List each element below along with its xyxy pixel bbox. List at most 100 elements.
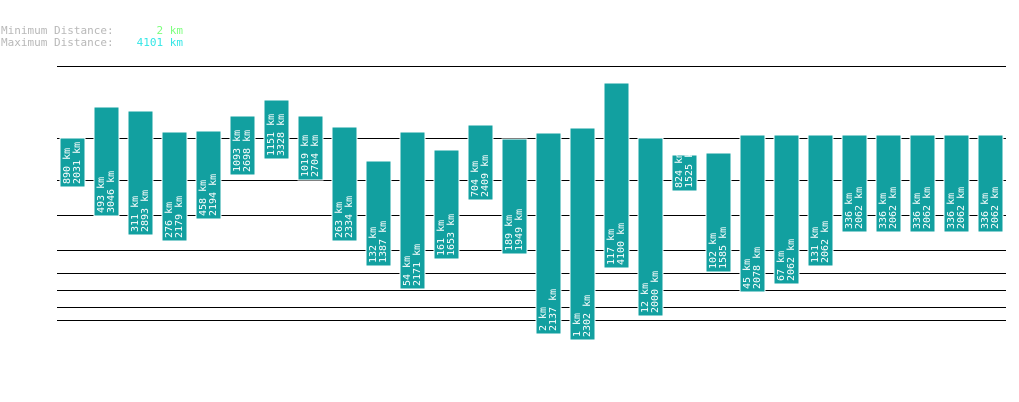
bar <box>569 127 596 341</box>
bar-label-primary: 54 km <box>402 256 413 286</box>
bar-label-primary: 704 km <box>470 161 481 197</box>
maximum-distance-value: 4101 km <box>136 36 183 49</box>
bar-label-secondary: 2062 km <box>922 187 933 229</box>
bar-label-secondary: 2000 km <box>650 271 661 313</box>
bar <box>433 149 460 260</box>
bar-label-primary: 1 km <box>572 313 583 337</box>
bar-label-secondary: 2031 km <box>72 142 83 184</box>
bar-group: 161 km 1653 km <box>433 149 460 260</box>
minimum-distance-row: Minimum Distance: 2 km <box>1 25 183 37</box>
bar-label-primary: 311 km <box>130 196 141 232</box>
bar-group: 189 km 1949 km <box>501 138 528 255</box>
bar-label-primary: 1093 km <box>232 130 243 172</box>
bar-label-primary: 336 km <box>946 193 957 229</box>
bar-group: 2 km 2137 km <box>535 132 562 335</box>
bar <box>229 115 256 176</box>
bar-label-secondary: 2171 km <box>412 244 423 286</box>
bar-label-secondary: 2062 km <box>854 187 865 229</box>
bar <box>93 106 120 217</box>
bar-group: 45 km 2078 km <box>739 134 766 293</box>
bar-label-secondary: 2302 km <box>582 295 593 337</box>
bar-label-primary: 458 km <box>198 180 209 216</box>
bar <box>705 152 732 273</box>
bar <box>909 134 936 233</box>
bar <box>671 154 698 192</box>
bar <box>59 137 86 188</box>
bar-group: 824 km 1525 km <box>671 146 698 192</box>
bar-label-secondary: 2409 km <box>480 155 491 197</box>
bar-label-secondary: 1949 km <box>514 209 525 251</box>
bar-label-secondary: 2334 km <box>344 196 355 238</box>
bar-group: 890 km 2031 km <box>59 137 86 188</box>
bar <box>603 82 630 269</box>
bar-group: 132 km 1387 km <box>365 160 392 267</box>
bar-label-secondary: 4100 km <box>616 223 627 265</box>
bar-label-primary: 67 km <box>776 251 787 281</box>
bar-label-secondary: 2698 km <box>242 130 253 172</box>
bar <box>161 131 188 242</box>
bar-label-secondary: 2893 km <box>140 190 151 232</box>
bar-label-secondary: 2179 km <box>174 196 185 238</box>
bar-label-secondary: 1387 km <box>378 221 389 263</box>
bar <box>739 134 766 293</box>
bar-label-primary: 189 km <box>504 215 515 251</box>
bar <box>467 124 494 201</box>
bar-group: 67 km 2062 km <box>773 134 800 285</box>
bar-label-secondary: 2062 km <box>786 239 797 281</box>
bar-label-secondary: 2062 km <box>990 187 1001 229</box>
bar-label-primary: 276 km <box>164 202 175 238</box>
bar-group: 458 km 2194 km <box>195 130 222 220</box>
bar <box>501 138 528 255</box>
bar <box>297 115 324 181</box>
bar-label-secondary: 2062 km <box>956 187 967 229</box>
bar-label-primary: 1019 km <box>300 135 311 177</box>
bar-group: 336 km 2062 km <box>875 134 902 233</box>
bar <box>807 134 834 267</box>
bar-group: 1093 km 2698 km <box>229 115 256 176</box>
bar-label-secondary: 2062 km <box>888 187 899 229</box>
bar-group: 1019 km 2704 km <box>297 115 324 181</box>
bar-group: 1 km 2302 km <box>569 127 596 341</box>
bar-label-primary: 336 km <box>878 193 889 229</box>
bar-group: 1151 km 3328 km <box>263 99 290 160</box>
minimum-distance-label: Minimum Distance: <box>1 24 114 37</box>
bar-label-primary: 117 km <box>606 229 617 265</box>
bar <box>637 137 664 317</box>
bar-label-primary: 336 km <box>844 193 855 229</box>
bar-group: 336 km 2062 km <box>943 134 970 233</box>
bar <box>399 131 426 290</box>
maximum-distance-row: Maximum Distance: 4101 km <box>1 37 183 49</box>
minimum-distance-value: 2 km <box>156 24 184 37</box>
bar-label-primary: 132 km <box>368 227 379 263</box>
bar-label-primary: 493 km <box>96 177 107 213</box>
bar-label-primary: 161 km <box>436 220 447 256</box>
bar-group: 493 km 3046 km <box>93 106 120 217</box>
bar <box>943 134 970 233</box>
bar <box>535 132 562 335</box>
bar-label-primary: 102 km <box>708 233 719 269</box>
bar-label-secondary: 2137 km <box>548 289 559 331</box>
bar <box>127 110 154 236</box>
bar-label-primary: 12 km <box>640 283 651 313</box>
bar-label-primary: 336 km <box>912 193 923 229</box>
bar <box>195 130 222 220</box>
bar <box>263 99 290 160</box>
bar-group: 336 km 2062 km <box>909 134 936 233</box>
bar-label-secondary: 2078 km <box>752 247 763 289</box>
bar-label-primary: 45 km <box>742 259 753 289</box>
bar <box>331 126 358 242</box>
bar-label-primary: 890 km <box>62 148 73 184</box>
bar-label-primary: 336 km <box>980 193 991 229</box>
bar-label-secondary: 1653 km <box>446 214 457 256</box>
bar-label-secondary: 3046 km <box>106 171 117 213</box>
bar <box>773 134 800 285</box>
bar-label-primary: 131 km <box>810 227 821 263</box>
bar-label-secondary: 3328 km <box>276 114 287 156</box>
bar-label-primary: 2 km <box>538 307 549 331</box>
distance-summary: Minimum Distance: 2 km Maximum Distance:… <box>1 25 183 49</box>
bar <box>841 134 868 233</box>
bar-group: 263 km 2334 km <box>331 126 358 242</box>
bar-label-secondary: 1585 km <box>718 227 729 269</box>
bar-group: 54 km 2171 km <box>399 131 426 290</box>
